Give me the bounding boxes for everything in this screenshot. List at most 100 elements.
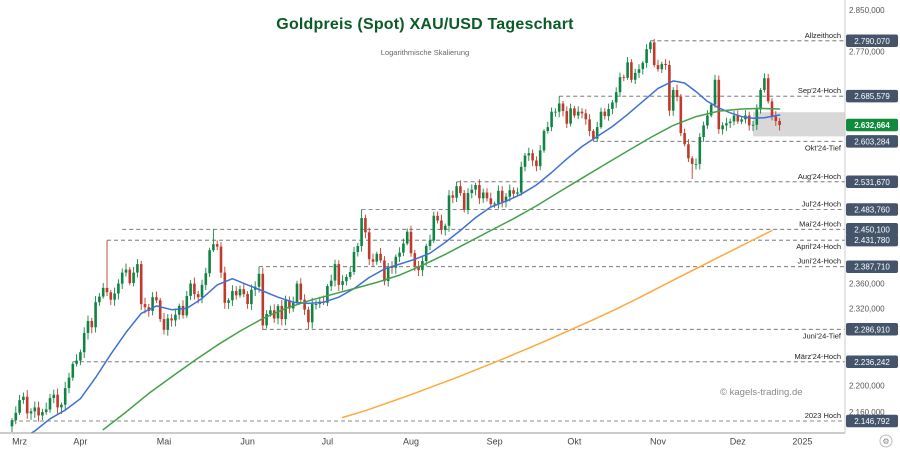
candle-body <box>766 78 770 102</box>
candle-body <box>668 65 671 111</box>
candle-body <box>143 304 147 308</box>
candle-body <box>497 190 500 204</box>
candle-body <box>675 90 679 97</box>
level-label-bg <box>786 256 841 266</box>
level-label: Allzeithoch <box>805 31 841 40</box>
candle-body <box>630 62 633 80</box>
level-price-label: 2.286,910 <box>854 325 890 334</box>
x-axis-label[interactable]: Jul <box>322 437 334 447</box>
candle-body <box>94 302 97 328</box>
candle-body <box>250 289 253 305</box>
candle-body <box>645 49 648 63</box>
x-axis-label[interactable]: 2025 <box>792 437 812 447</box>
candle-body <box>542 130 546 151</box>
candle-body <box>14 412 18 421</box>
ma-slow-orange <box>341 229 773 419</box>
x-axis-label[interactable]: Mrz <box>12 437 27 447</box>
x-axis-label[interactable]: Dez <box>730 437 747 447</box>
candle-body <box>565 111 569 124</box>
level-price-label: 2.685,579 <box>854 92 890 101</box>
candle-body <box>398 252 401 257</box>
candle-body <box>231 291 234 301</box>
candle-body <box>489 198 493 205</box>
candle-body <box>728 121 732 124</box>
candle-body <box>679 97 683 134</box>
y-axis-tick[interactable]: 2.320,000 <box>849 304 885 313</box>
level-label: März'24-Hoch <box>795 352 841 361</box>
chart-title: Goldpreis (Spot) XAU/USD Tageschart <box>276 16 574 33</box>
candle-body <box>56 394 59 408</box>
candle-body <box>599 111 603 128</box>
y-axis-tick[interactable]: 2.770,000 <box>849 47 885 56</box>
y-axis-tick[interactable]: 2.360,000 <box>849 280 885 289</box>
gear-icon[interactable]: ⚙ <box>882 437 889 446</box>
candle-body <box>725 123 728 126</box>
candle-body <box>193 283 196 295</box>
candle-body <box>37 407 40 416</box>
candle-body <box>189 283 192 296</box>
candle-body <box>618 77 622 93</box>
level-label-bg <box>786 351 841 361</box>
level-label: Juni'24-Tief <box>803 331 842 340</box>
candle-body <box>576 111 580 116</box>
candle-body <box>223 272 227 303</box>
candle-body <box>474 185 477 190</box>
level-label-bg <box>790 199 841 209</box>
candle-body <box>440 220 443 230</box>
candle-body <box>432 215 436 241</box>
x-axis-label[interactable]: Apr <box>73 437 87 447</box>
candle-body <box>383 260 386 282</box>
candle-body <box>649 42 652 50</box>
candle-body <box>208 250 211 274</box>
candle-body <box>10 420 14 427</box>
candle-body <box>44 409 48 413</box>
candle-body <box>341 281 344 285</box>
level-price-box <box>846 175 898 188</box>
x-axis-label[interactable]: Mai <box>157 437 172 447</box>
candle-body <box>713 79 717 105</box>
x-axis-label[interactable]: Okt <box>567 437 582 447</box>
candle-body <box>652 42 656 65</box>
y-axis-tick[interactable]: 2.850,000 <box>849 6 885 15</box>
candle-body <box>702 125 705 137</box>
candle-body <box>584 113 588 120</box>
candle-body <box>500 190 504 202</box>
candle-body <box>307 309 310 323</box>
candle-body <box>573 108 576 116</box>
x-axis-label[interactable]: Sep <box>487 437 503 447</box>
x-axis-label[interactable]: Jun <box>240 437 255 447</box>
candle-body <box>170 318 173 321</box>
candle-body <box>136 264 139 273</box>
candle-body <box>740 119 743 122</box>
candle-body <box>603 111 607 117</box>
candle-body <box>447 195 451 226</box>
candle-body <box>272 310 276 319</box>
candle-body <box>595 127 599 139</box>
candle-body <box>63 388 67 405</box>
candle-body <box>557 103 561 112</box>
level-price-label: 2.603,284 <box>854 137 890 146</box>
candle-body <box>364 218 367 233</box>
candle-body <box>261 273 265 326</box>
candle-body <box>493 203 496 205</box>
candle-body <box>747 115 751 126</box>
x-axis-label[interactable]: Aug <box>403 437 419 447</box>
candle-body <box>535 160 538 167</box>
level-label-bg <box>790 85 841 96</box>
candle-body <box>561 103 565 112</box>
ma-mid-green <box>102 107 781 431</box>
candle-body <box>512 190 515 194</box>
candle-body <box>523 155 527 167</box>
level-price-box <box>846 34 898 47</box>
candle-body <box>113 293 116 300</box>
level-label: 2023 Hoch <box>805 411 841 420</box>
y-axis-tick[interactable]: 2.160,000 <box>849 408 885 417</box>
axis-settings-button[interactable] <box>879 434 893 448</box>
level-label-bg <box>790 30 841 40</box>
y-axis-tick[interactable]: 2.200,000 <box>849 382 885 391</box>
candle-body <box>664 63 667 65</box>
candle-body <box>660 63 664 70</box>
x-axis-label[interactable]: Nov <box>650 437 667 447</box>
level-label: Sep'24-Hoch <box>798 86 841 95</box>
